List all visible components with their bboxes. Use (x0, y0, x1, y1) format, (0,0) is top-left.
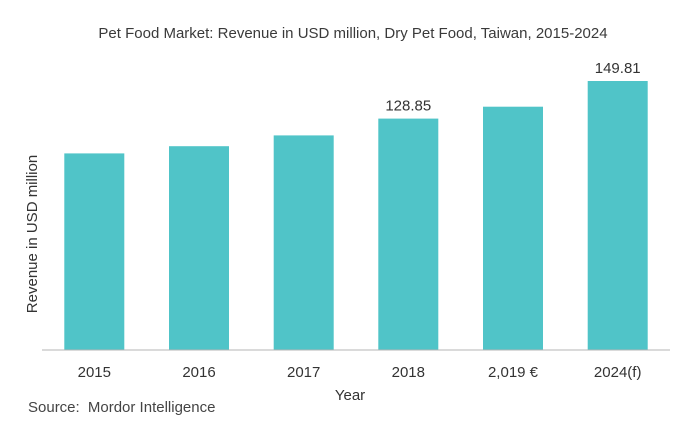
data-label-3: 128.85 (385, 98, 431, 115)
y-axis-label: Revenue in USD million (24, 155, 41, 313)
data-labels: 128.85 149.81 (385, 60, 640, 115)
chart-title: Pet Food Market: Revenue in USD million,… (98, 25, 607, 42)
bar-4 (483, 106, 543, 350)
bar-5 (587, 81, 648, 350)
x-tick-label-1: 2016 (182, 364, 215, 381)
x-tick-label-5: 2024(f) (594, 364, 642, 381)
x-tick-label-4: 2,019 € (488, 364, 539, 381)
bar-1 (169, 146, 229, 350)
x-tick-label-0: 2015 (78, 364, 111, 381)
source-note: Source: Mordor Intelligence (28, 399, 215, 416)
data-label-5: 149.81 (595, 60, 641, 77)
bars-layer (64, 81, 648, 350)
bar-3 (378, 118, 439, 350)
x-tick-label-3: 2018 (392, 364, 425, 381)
x-tick-labels: 2015 2016 2017 2018 2,019 € 2024(f) (78, 364, 642, 381)
x-tick-label-2: 2017 (287, 364, 320, 381)
x-axis-label: Year (335, 387, 365, 404)
source-name: Mordor Intelligence (88, 399, 216, 416)
source-label: Source: (28, 399, 80, 416)
bar-2 (273, 135, 334, 350)
bar-0 (64, 153, 125, 350)
